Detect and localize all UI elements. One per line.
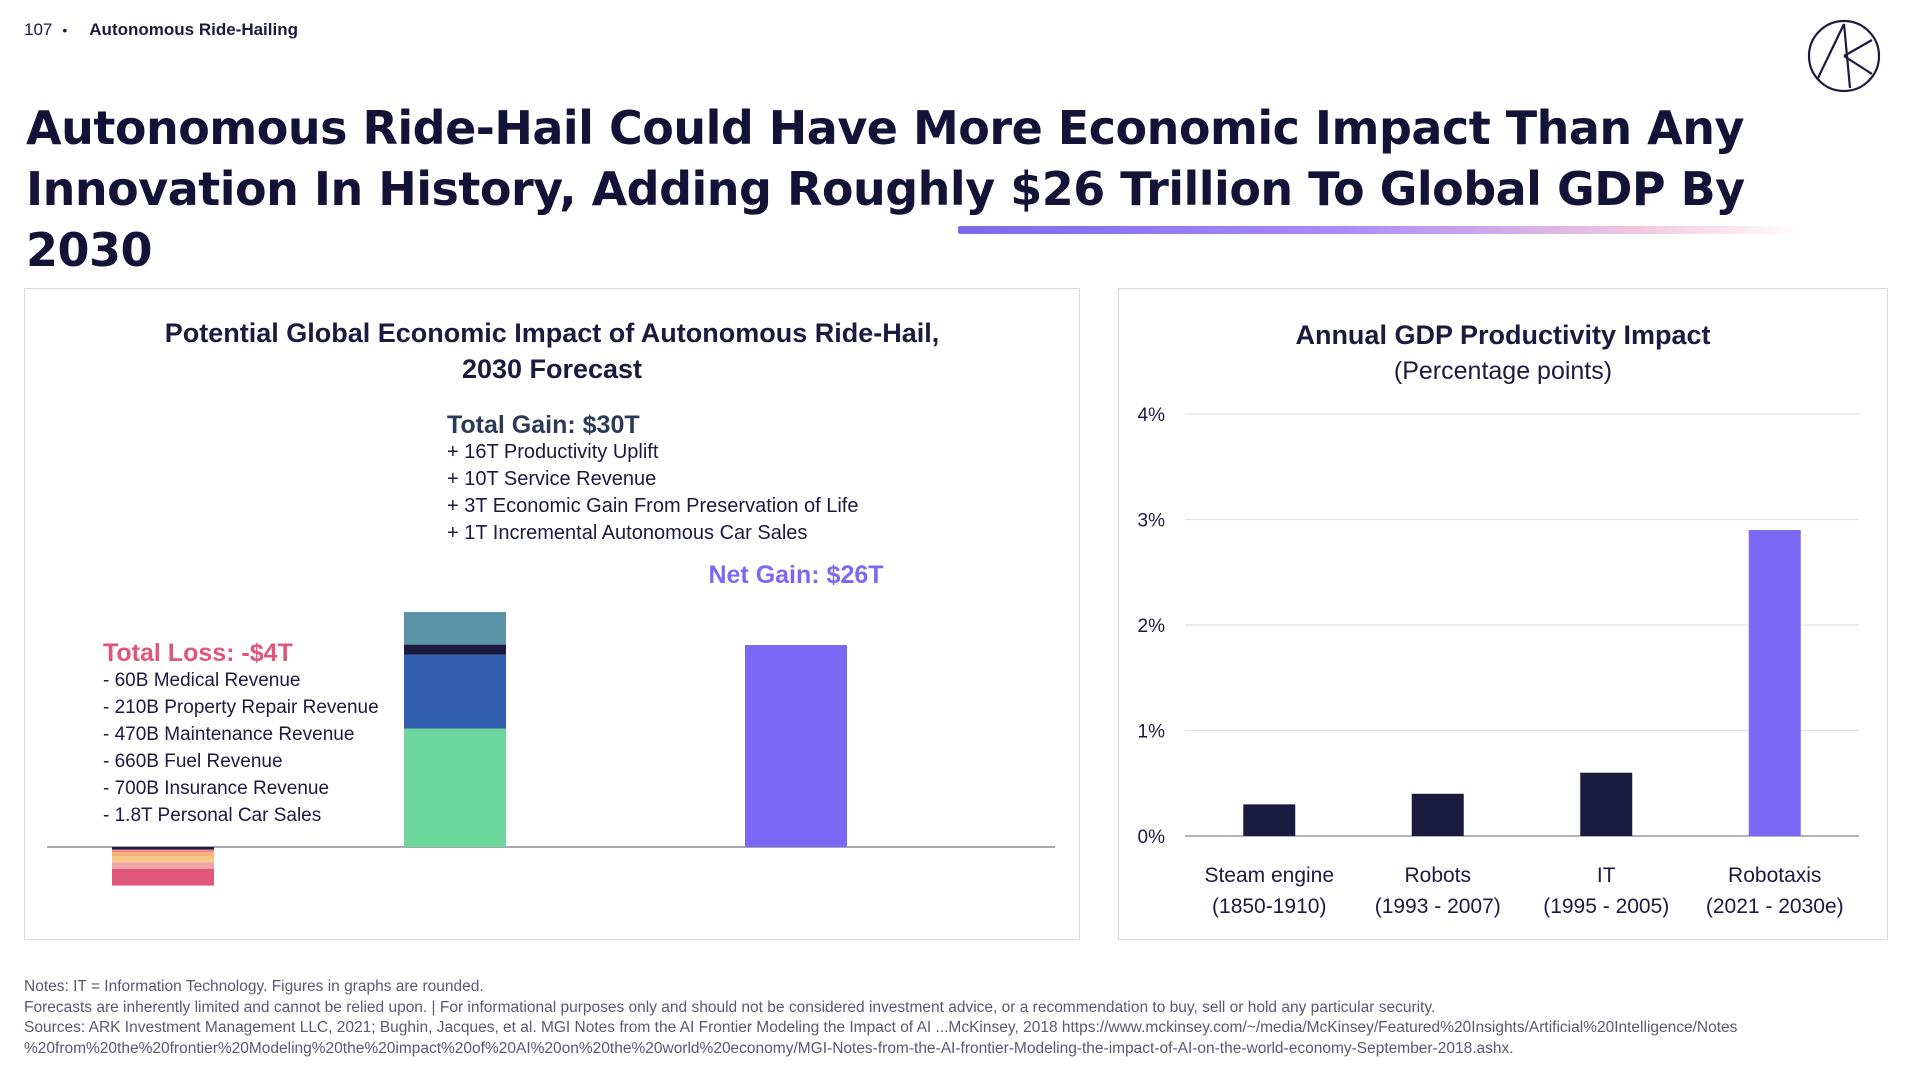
x-category-period-label: (1850-1910)	[1212, 895, 1326, 918]
x-category-period-label: (2021 - 2030e)	[1706, 895, 1844, 918]
headline-line-2-start: Innovation In History, Adding Roughly	[26, 162, 1011, 216]
gain-bar-segment	[404, 644, 506, 655]
x-category-period-label: (1993 - 2007)	[1375, 895, 1501, 918]
gdp-productivity-panel: Annual GDP Productivity Impact (Percenta…	[1118, 288, 1888, 940]
gdp-productivity-chart: 0% 1% 2% 3% 4% Steam engine (1850-1910) Robots (…	[1138, 405, 1859, 918]
economic-impact-chart: Total Loss: -$4T - 60B Medical Revenue - 2…	[47, 411, 1055, 886]
gdp-bar	[1411, 793, 1464, 836]
ark-logo-icon	[1807, 19, 1881, 93]
x-category-label: Robots	[1404, 864, 1471, 887]
headline-highlight: $26 Trillion To Global GDP By 2030	[26, 162, 1745, 277]
headline-line-2: Innovation In History, Adding Roughly $2…	[26, 159, 1846, 281]
notes-line: Notes: IT = Information Technology. Figu…	[24, 978, 484, 995]
gain-item-label: + 16T Productivity Uplift	[447, 441, 659, 463]
loss-item-label: - 210B Property Repair Revenue	[103, 697, 379, 718]
separator-dot: •	[62, 22, 68, 38]
economic-impact-title-line-2: 2030 Forecast	[461, 354, 643, 384]
y-tick-label: 0%	[1138, 827, 1166, 848]
x-category-label: Robotaxis	[1728, 864, 1821, 887]
sources-line: Sources: ARK Investment Management LLC, …	[24, 1019, 1738, 1036]
economic-impact-panel: Potential Global Economic Impact of Auto…	[24, 288, 1080, 940]
net-gain-bar	[745, 644, 847, 847]
x-category-label: Steam engine	[1204, 864, 1334, 887]
loss-bar-segment	[112, 849, 214, 852]
top-bar: 107 • Autonomous Ride-Hailing	[24, 20, 298, 40]
loss-bar-segment	[112, 852, 214, 857]
headline-underline	[958, 226, 1804, 234]
gdp-bar	[1580, 772, 1633, 836]
gdp-productivity-subtitle: (Percentage points)	[1393, 357, 1613, 385]
total-loss-label: Total Loss: -$4T	[103, 639, 293, 667]
economic-impact-title: Potential Global Economic Impact of Auto…	[25, 315, 1079, 387]
gdp-productivity-title: Annual GDP Productivity Impact	[1295, 320, 1711, 350]
sources-line-continued: %20from%20the%20frontier%20Modeling%20th…	[24, 1039, 1514, 1057]
total-gain-label: Total Gain: $30T	[447, 411, 640, 439]
loss-item-label: - 700B Insurance Revenue	[103, 778, 329, 799]
headline-line-1: Autonomous Ride-Hail Could Have More Eco…	[26, 101, 1744, 155]
gain-bar-segment	[404, 654, 506, 729]
x-category-period-label: (1995 - 2005)	[1543, 895, 1669, 918]
y-tick-label: 1%	[1138, 722, 1166, 743]
loss-item-label: - 60B Medical Revenue	[103, 670, 301, 691]
gdp-bar	[1748, 530, 1801, 836]
loss-bar-segment	[112, 856, 214, 863]
gain-bar-segment	[404, 612, 506, 645]
page-headline: Autonomous Ride-Hail Could Have More Eco…	[26, 98, 1846, 281]
loss-item-label: - 1.8T Personal Car Sales	[103, 805, 321, 826]
economic-impact-title-line-1: Potential Global Economic Impact of Auto…	[164, 318, 940, 348]
gain-bar-segment	[404, 728, 506, 847]
loss-item-label: - 660B Fuel Revenue	[103, 751, 283, 772]
footnotes: Notes: IT = Information Technology. Figu…	[24, 977, 1894, 1059]
loss-bar-segment	[112, 862, 214, 869]
x-category-label: IT	[1597, 864, 1616, 887]
loss-bar-segment	[112, 847, 214, 850]
loss-item-label: - 470B Maintenance Revenue	[103, 724, 354, 745]
loss-bar-segment	[112, 868, 214, 886]
net-gain-label: Net Gain: $26T	[708, 561, 883, 589]
disclaimer-line: Forecasts are inherently limited and can…	[24, 998, 1436, 1016]
page-number: 107	[24, 20, 53, 39]
gain-item-label: + 1T Incremental Autonomous Car Sales	[447, 522, 807, 544]
y-tick-label: 2%	[1138, 616, 1166, 637]
y-tick-label: 4%	[1138, 405, 1166, 426]
y-tick-label: 3%	[1138, 511, 1166, 532]
section-label: Autonomous Ride-Hailing	[89, 20, 298, 39]
gain-item-label: + 3T Economic Gain From Preservation of …	[447, 495, 858, 517]
gdp-bar	[1243, 804, 1296, 836]
gain-item-label: + 10T Service Revenue	[447, 468, 656, 490]
